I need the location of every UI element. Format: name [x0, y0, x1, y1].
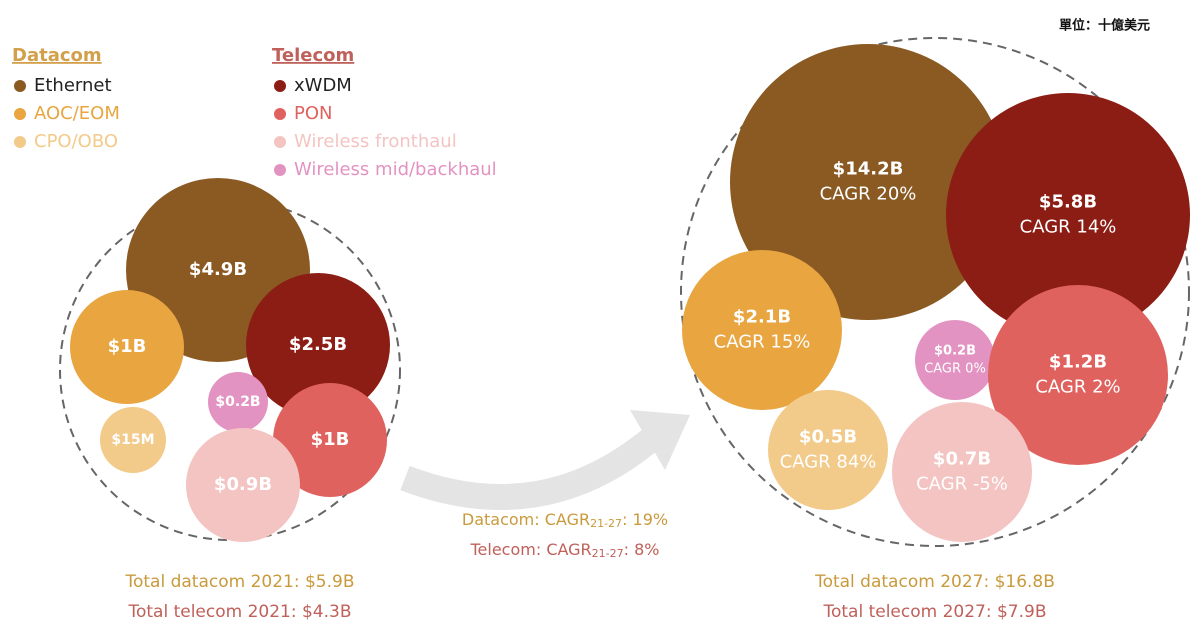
bubble-label: $0.2B [934, 343, 976, 358]
bubble-label: $2.5B [289, 334, 347, 355]
bubble-cagr: CAGR 84% [780, 452, 877, 473]
legend-dot [274, 108, 286, 120]
bubble-label: $1.2B [1049, 351, 1107, 372]
bubble [915, 320, 995, 400]
bubble [768, 390, 888, 510]
bubble [186, 428, 300, 542]
legend-label: Wireless mid/backhaul [294, 159, 497, 180]
growth-sub: 21-27 [590, 517, 622, 530]
total: Total telecom 2021: $4.3B [127, 602, 351, 622]
growth-sub: 21-27 [592, 547, 624, 560]
bubble [946, 93, 1190, 337]
bubble-label: $0.2B [215, 394, 260, 410]
growth-suffix: : 19% [622, 510, 668, 529]
growth-prefix: Datacom: CAGR [462, 510, 590, 529]
legend-dot [14, 80, 26, 92]
bubble [730, 44, 1006, 320]
bubble-label: $1B [108, 336, 147, 357]
legend-label: AOC/EOM [34, 103, 120, 124]
bubble [100, 407, 166, 473]
bubble-label: $0.9B [214, 474, 272, 495]
bubble [988, 285, 1168, 465]
legend-title: Datacom [12, 45, 102, 66]
bubble-label: $1B [311, 429, 350, 450]
bubble-cagr: CAGR -5% [916, 474, 1008, 495]
arrow [400, 429, 659, 511]
legend-title: Telecom [272, 45, 354, 66]
arrow-head [630, 410, 690, 470]
bubble [682, 250, 842, 410]
legend-dot [14, 136, 26, 148]
bubble-label: $14.2B [833, 158, 904, 179]
bubble-cagr: CAGR 15% [714, 332, 811, 353]
legend-dot [274, 80, 286, 92]
legend-label: Wireless fronthaul [294, 131, 457, 152]
bubble-label: $0.7B [933, 448, 991, 469]
legend-dot [14, 108, 26, 120]
bubble [246, 273, 390, 417]
bubble-cagr: CAGR 20% [820, 184, 917, 205]
growth-suffix: : 8% [624, 540, 660, 559]
legend-label: xWDM [294, 75, 352, 96]
bubble-label: $0.5B [799, 426, 857, 447]
bubble [208, 372, 268, 432]
bubble-label: $5.8B [1039, 191, 1097, 212]
legend-label: CPO/OBO [34, 131, 118, 152]
total: Total telecom 2027: $7.9B [822, 602, 1046, 622]
bubble [273, 383, 387, 497]
total: Total datacom 2027: $16.8B [814, 572, 1055, 592]
bubble [70, 290, 184, 404]
legend-dot [274, 164, 286, 176]
legend-dot [274, 136, 286, 148]
unit: 單位：十億美元 [1059, 18, 1150, 34]
growth-note: Datacom: CAGR21-27: 19% [462, 510, 668, 531]
bubble-cagr: CAGR 2% [1035, 377, 1120, 398]
growth-note: Telecom: CAGR21-27: 8% [469, 540, 659, 561]
bubble-cagr: CAGR 14% [1020, 217, 1117, 238]
bubble-label: $2.1B [733, 306, 791, 327]
growth-prefix: Telecom: CAGR [469, 540, 591, 559]
bubble-cagr: CAGR 0% [924, 362, 986, 377]
legend-label: PON [294, 103, 333, 124]
total: Total datacom 2021: $5.9B [124, 572, 354, 592]
bubble-label: $4.9B [189, 259, 247, 280]
bubble [892, 402, 1032, 542]
group-outline [680, 37, 1190, 547]
legend-label: Ethernet [34, 75, 112, 96]
bubble-label: $15M [111, 432, 154, 448]
